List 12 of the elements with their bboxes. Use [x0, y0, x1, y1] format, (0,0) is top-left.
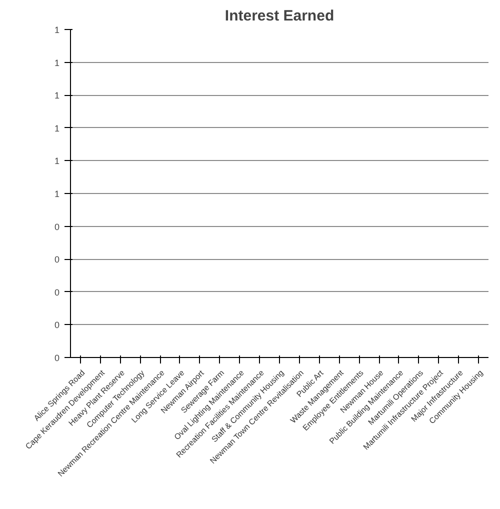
y-tick-label: 1 [54, 156, 60, 166]
y-tick-label: 0 [54, 320, 60, 330]
y-tick-label: 0 [54, 254, 60, 265]
y-tick-label: 1 [54, 90, 60, 101]
y-tick-label: 0 [54, 222, 60, 232]
y-tick-label: 1 [54, 25, 60, 35]
y-tick-label: 1 [54, 189, 60, 199]
y-tick-label: 0 [54, 353, 60, 363]
y-tick-label: 0 [54, 287, 60, 298]
y-tick-label: 1 [54, 58, 60, 68]
y-tick-label: 1 [54, 123, 60, 134]
chart-title: Interest Earned [224, 8, 334, 24]
